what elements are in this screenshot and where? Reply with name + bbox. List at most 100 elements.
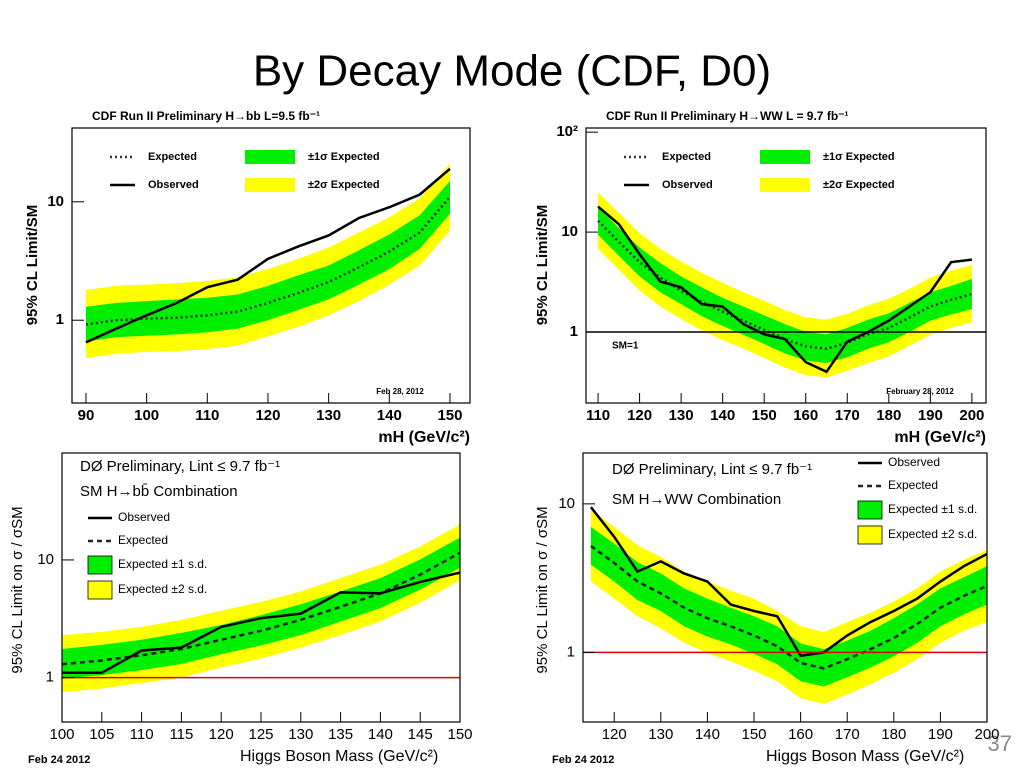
expected-line bbox=[590, 545, 987, 670]
plot-area bbox=[85, 163, 451, 358]
x-tick-label: 130 bbox=[288, 726, 313, 743]
y-tick-label: 1 bbox=[570, 323, 578, 340]
x-tick-label: 170 bbox=[835, 726, 860, 743]
x-tick-label: 130 bbox=[669, 407, 694, 424]
x-axis-label: mH (GeV/c²) bbox=[894, 429, 986, 446]
x-tick-label: 120 bbox=[602, 726, 627, 743]
plot-area bbox=[597, 192, 973, 378]
x-tick-label: 140 bbox=[368, 726, 393, 743]
chart-title: DØ Preliminary, Lint ≤ 9.7 fb⁻¹ bbox=[612, 461, 812, 478]
x-tick-label: 150 bbox=[752, 407, 777, 424]
plot-area bbox=[589, 506, 987, 704]
annotation: Feb 24 2012 bbox=[552, 754, 614, 766]
x-tick-label: 125 bbox=[248, 726, 273, 743]
x-tick-label: 100 bbox=[134, 407, 159, 424]
legend-swatch bbox=[87, 555, 113, 575]
annotation: Feb 24 2012 bbox=[28, 754, 90, 766]
legend-label: ±1σ Expected bbox=[823, 151, 895, 163]
chart-subtitle: SM H→bb̄ Combination bbox=[80, 483, 238, 500]
legend-swatch bbox=[245, 150, 295, 164]
x-axis-label: Higgs Boson Mass (GeV/c²) bbox=[766, 748, 964, 765]
observed-line bbox=[597, 205, 973, 374]
legend-label: ±1σ Expected bbox=[308, 151, 380, 163]
x-tick-label: 180 bbox=[881, 726, 906, 743]
x-tick-label: 140 bbox=[695, 726, 720, 743]
page-number: 37 bbox=[988, 731, 1012, 756]
plot-frame bbox=[585, 127, 987, 404]
y-tick-label: 1 bbox=[46, 669, 54, 686]
y-axis-label: 95% CL Limit/SM bbox=[24, 205, 41, 326]
x-tick-label: 130 bbox=[316, 407, 341, 424]
reference-label: SM=1 bbox=[612, 341, 639, 352]
x-tick-label: 160 bbox=[793, 407, 818, 424]
annotation: February 28, 2012 bbox=[886, 387, 954, 396]
x-tick-label: 180 bbox=[876, 407, 901, 424]
x-tick-label: 150 bbox=[741, 726, 766, 743]
y-tick-label: 1 bbox=[56, 311, 64, 328]
chart-title: CDF Run II Preliminary H→bb L=9.5 fb⁻¹ bbox=[92, 109, 320, 123]
x-tick-label: 110 bbox=[586, 407, 610, 424]
x-tick-label: 200 bbox=[959, 407, 984, 424]
legend-label: Observed bbox=[148, 179, 199, 191]
y-tick-label: 10 bbox=[37, 551, 54, 568]
x-tick-label: 150 bbox=[447, 726, 472, 743]
x-tick-label: 120 bbox=[627, 407, 652, 424]
observed-line bbox=[62, 571, 460, 675]
band bbox=[62, 537, 460, 679]
x-tick-label: 105 bbox=[89, 726, 114, 743]
observed-line bbox=[589, 506, 987, 658]
expected-line bbox=[597, 219, 973, 351]
band bbox=[598, 206, 972, 364]
x-tick-label: 90 bbox=[78, 407, 95, 424]
y-tick-label: 1 bbox=[567, 643, 575, 660]
x-axis-label: Higgs Boson Mass (GeV/c²) bbox=[240, 748, 438, 765]
legend-label: Expected ±2 s.d. bbox=[888, 527, 977, 541]
plot-area bbox=[62, 524, 460, 693]
legend-label: Observed bbox=[888, 455, 940, 469]
legend-swatch bbox=[760, 150, 810, 164]
x-tick-label: 130 bbox=[648, 726, 673, 743]
annotation: Feb 28, 2012 bbox=[376, 387, 424, 396]
x-tick-label: 200 bbox=[974, 726, 999, 743]
x-tick-label: 190 bbox=[928, 726, 953, 743]
band bbox=[590, 526, 987, 687]
x-axis-label: mH (GeV/c²) bbox=[378, 429, 470, 446]
legend-label: Expected ±2 s.d. bbox=[118, 582, 207, 596]
legend-swatch bbox=[857, 525, 883, 545]
x-tick-label: 145 bbox=[408, 726, 433, 743]
y-tick-label: 10 bbox=[47, 193, 64, 210]
legend-label: Observed bbox=[662, 179, 713, 191]
legend-label: Expected ±1 s.d. bbox=[888, 502, 977, 516]
y-axis-label: 95% CL Limit on σ / σSM bbox=[9, 506, 26, 673]
x-tick-label: 120 bbox=[209, 726, 234, 743]
legend-label: Expected bbox=[888, 478, 938, 492]
observed-line bbox=[85, 167, 451, 344]
chart-title: CDF Run II Preliminary H→WW L = 9.7 fb⁻¹ bbox=[606, 109, 848, 123]
y-tick-label: 10 bbox=[561, 223, 578, 240]
x-tick-label: 160 bbox=[788, 726, 813, 743]
y-axis-label: 95% CL Limit on σ / σSM bbox=[534, 506, 551, 673]
slide-title: By Decay Mode (CDF, D0) bbox=[253, 47, 771, 96]
x-tick-label: 140 bbox=[710, 407, 735, 424]
y-tick-label: 10 bbox=[558, 495, 575, 512]
x-tick-label: 150 bbox=[437, 407, 462, 424]
legend-swatch bbox=[87, 580, 113, 600]
legend-label: ±2σ Expected bbox=[308, 179, 380, 191]
legend-label: Expected bbox=[118, 533, 168, 547]
legend-swatch bbox=[857, 500, 883, 520]
legend-swatch bbox=[245, 178, 295, 192]
chart-subtitle: SM H→WW Combination bbox=[612, 491, 781, 508]
x-tick-label: 140 bbox=[377, 407, 402, 424]
plot-frame bbox=[582, 452, 988, 723]
expected-line bbox=[85, 196, 451, 326]
y-axis-label: 95% CL Limit/SM bbox=[534, 205, 551, 326]
legend-swatch bbox=[760, 178, 810, 192]
x-tick-label: 110 bbox=[195, 407, 219, 424]
plot-frame bbox=[71, 127, 471, 404]
x-tick-label: 170 bbox=[835, 407, 860, 424]
legend-label: Expected bbox=[148, 151, 197, 163]
x-tick-label: 100 bbox=[49, 726, 74, 743]
x-tick-label: 115 bbox=[169, 726, 193, 743]
legend-label: Expected bbox=[662, 151, 711, 163]
